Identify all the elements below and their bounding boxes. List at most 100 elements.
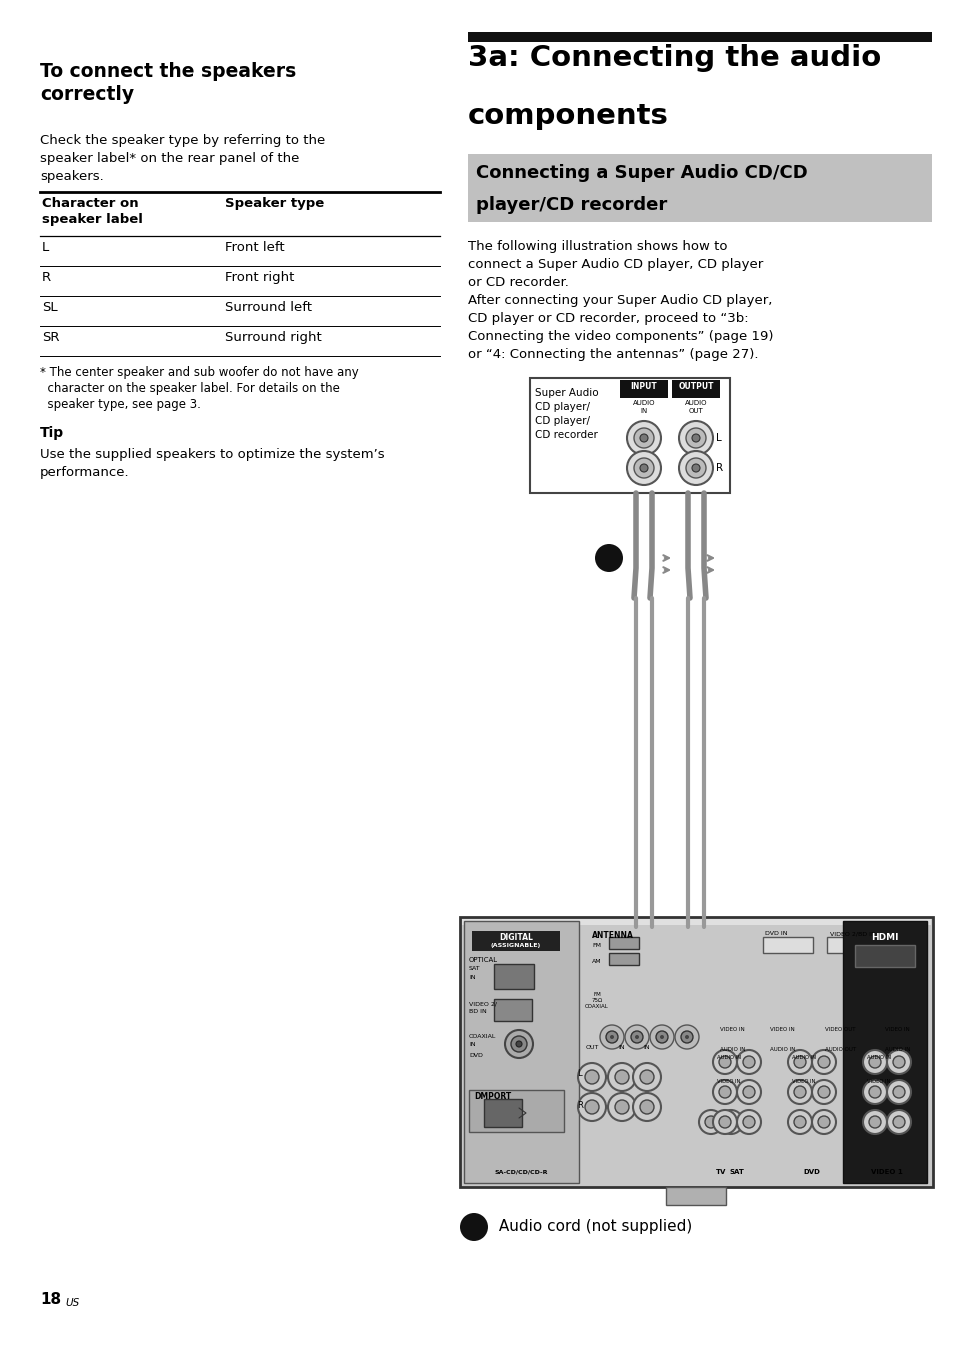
Text: VIDEO 2/: VIDEO 2/ <box>469 1000 497 1006</box>
Text: L: L <box>716 433 721 443</box>
Circle shape <box>886 1051 910 1073</box>
Text: DIGITAL: DIGITAL <box>498 933 533 942</box>
Text: Check the speaker type by referring to the: Check the speaker type by referring to t… <box>40 134 325 147</box>
Circle shape <box>615 1101 628 1114</box>
Circle shape <box>624 1025 648 1049</box>
Text: TV: TV <box>715 1169 725 1175</box>
Circle shape <box>639 1069 654 1084</box>
Bar <box>826 937 891 953</box>
Bar <box>671 380 720 397</box>
Text: AUDIO IN: AUDIO IN <box>791 1055 815 1060</box>
Circle shape <box>737 1080 760 1105</box>
Text: SA-CD/CD/CD-R: SA-CD/CD/CD-R <box>494 1169 547 1174</box>
Bar <box>468 32 931 42</box>
Bar <box>608 937 639 949</box>
Circle shape <box>675 1025 699 1049</box>
Circle shape <box>811 1051 835 1073</box>
Text: VIDEO IN: VIDEO IN <box>791 1079 815 1084</box>
Text: CD recorder: CD recorder <box>535 430 598 439</box>
Text: Super Audio: Super Audio <box>535 388 598 397</box>
Circle shape <box>504 1030 533 1059</box>
Text: Front left: Front left <box>225 241 284 254</box>
Circle shape <box>737 1051 760 1073</box>
Bar <box>530 379 729 493</box>
Circle shape <box>684 1036 688 1038</box>
Text: DMPORT: DMPORT <box>474 1092 511 1101</box>
Circle shape <box>584 1069 598 1084</box>
Text: US: US <box>65 1298 79 1307</box>
Text: character on the speaker label. For details on the: character on the speaker label. For deta… <box>40 383 339 395</box>
Text: SL: SL <box>42 301 57 314</box>
Text: FM
75Ω
COAXIAL: FM 75Ω COAXIAL <box>584 992 608 1010</box>
Text: AUDIO IN: AUDIO IN <box>884 1046 909 1052</box>
Bar <box>472 932 559 950</box>
Circle shape <box>584 1101 598 1114</box>
Text: A: A <box>603 552 613 565</box>
Circle shape <box>626 420 660 456</box>
Circle shape <box>862 1080 886 1105</box>
Circle shape <box>656 1032 667 1042</box>
Text: speaker type, see page 3.: speaker type, see page 3. <box>40 397 201 411</box>
Bar <box>468 154 931 222</box>
Circle shape <box>817 1086 829 1098</box>
Circle shape <box>719 1086 730 1098</box>
Text: speaker label: speaker label <box>42 214 143 226</box>
Bar <box>762 937 812 953</box>
Text: Connecting the video components” (page 19): Connecting the video components” (page 1… <box>468 330 773 343</box>
Circle shape <box>633 1063 660 1091</box>
Circle shape <box>712 1110 737 1134</box>
Text: R: R <box>42 270 51 284</box>
Text: BD IN: BD IN <box>469 1009 486 1014</box>
Circle shape <box>516 1041 521 1046</box>
Circle shape <box>868 1056 880 1068</box>
Circle shape <box>712 1051 737 1073</box>
Text: VIDEO IN: VIDEO IN <box>720 1028 744 1032</box>
Bar <box>457 373 936 1197</box>
Text: 18: 18 <box>40 1293 61 1307</box>
Text: The following illustration shows how to: The following illustration shows how to <box>468 241 727 253</box>
Circle shape <box>712 1080 737 1105</box>
Text: L: L <box>577 1068 581 1078</box>
Text: Surround right: Surround right <box>225 331 321 343</box>
Circle shape <box>626 452 660 485</box>
Text: performance.: performance. <box>40 466 130 479</box>
Text: AUDIO OUT: AUDIO OUT <box>824 1046 855 1052</box>
Circle shape <box>892 1056 904 1068</box>
Text: AUDIO IN: AUDIO IN <box>866 1055 890 1060</box>
Text: connect a Super Audio CD player, CD player: connect a Super Audio CD player, CD play… <box>468 258 762 270</box>
Text: HDMI: HDMI <box>870 933 898 942</box>
Text: speaker label* on the rear panel of the: speaker label* on the rear panel of the <box>40 151 299 165</box>
Text: VIDEO 1: VIDEO 1 <box>870 1169 902 1175</box>
Bar <box>469 1090 563 1132</box>
Circle shape <box>719 1110 742 1134</box>
Circle shape <box>787 1110 811 1134</box>
Bar <box>854 945 914 967</box>
Text: After connecting your Super Audio CD player,: After connecting your Super Audio CD pla… <box>468 293 772 307</box>
Text: R: R <box>577 1101 582 1110</box>
Text: Speaker type: Speaker type <box>225 197 324 210</box>
Circle shape <box>886 1080 910 1105</box>
Circle shape <box>868 1086 880 1098</box>
Text: Surround left: Surround left <box>225 301 312 314</box>
Text: 3a: Connecting the audio: 3a: Connecting the audio <box>468 45 881 72</box>
Text: Front right: Front right <box>225 270 294 284</box>
Circle shape <box>679 452 712 485</box>
Circle shape <box>811 1110 835 1134</box>
Text: IN: IN <box>618 1045 624 1051</box>
Circle shape <box>459 1213 488 1241</box>
Text: COAXIAL: COAXIAL <box>469 1034 496 1038</box>
Text: DVD IN: DVD IN <box>764 932 786 936</box>
Bar <box>461 919 930 925</box>
Text: Tip: Tip <box>40 426 64 439</box>
Circle shape <box>680 1032 692 1042</box>
Bar <box>494 999 532 1021</box>
Circle shape <box>787 1051 811 1073</box>
Circle shape <box>862 1110 886 1134</box>
Text: Connecting a Super Audio CD/CD: Connecting a Super Audio CD/CD <box>476 164 807 183</box>
Circle shape <box>704 1115 717 1128</box>
Text: IN: IN <box>639 408 647 414</box>
Circle shape <box>609 1036 614 1038</box>
Text: VIDEO 2/BD IN: VIDEO 2/BD IN <box>829 932 875 936</box>
Circle shape <box>659 1036 663 1038</box>
Text: A: A <box>469 1221 478 1233</box>
